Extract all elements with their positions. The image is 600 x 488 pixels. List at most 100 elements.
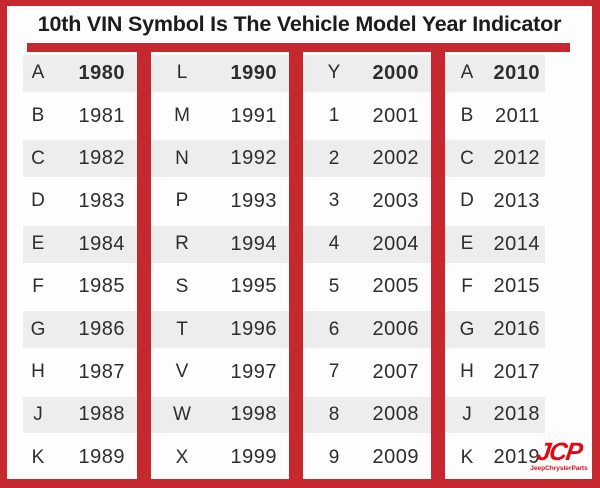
table-row: A 1980	[7, 52, 137, 95]
table-row: C 2012	[445, 137, 592, 181]
vin-symbol: N	[175, 147, 189, 169]
vin-symbol: 4	[328, 233, 340, 255]
vin-symbol: P	[175, 190, 189, 212]
vin-symbol: M	[174, 105, 190, 127]
vin-symbol: 8	[328, 403, 340, 425]
model-year: 1995	[230, 275, 277, 298]
model-year: 2004	[372, 232, 419, 255]
table-row: H 1987	[7, 351, 137, 394]
model-year: 1986	[78, 318, 125, 341]
model-year: 1987	[78, 360, 125, 383]
table-row: D 2013	[445, 180, 592, 223]
table-row: 8 2008	[303, 393, 431, 437]
vin-symbol: J	[33, 403, 43, 425]
table-row: 6 2006	[303, 308, 431, 351]
model-year: 1982	[78, 147, 125, 170]
table-column-2010s: A 2010 B 2011 C 2012 D 2013 E 2014 F 2015 G 2016 H 2017…	[445, 52, 592, 479]
model-year: 1980	[78, 61, 125, 84]
model-year: 1985	[78, 275, 125, 298]
table-row: E 2014	[445, 222, 592, 266]
vin-symbol: F	[461, 275, 473, 297]
vin-symbol: X	[175, 446, 189, 468]
logo-subtext: JeepChryslerParts	[530, 464, 588, 472]
table-row: C 1982	[7, 137, 137, 181]
vin-symbol: H	[31, 361, 45, 383]
vin-symbol: J	[462, 403, 472, 425]
table-row: G 2016	[445, 308, 592, 351]
vin-symbol: C	[460, 147, 474, 169]
table-row: 5 2005	[303, 266, 431, 309]
model-year: 2012	[493, 147, 540, 170]
table-row: E 1984	[7, 222, 137, 266]
vin-symbol: D	[31, 190, 45, 212]
model-year: 2019	[493, 446, 540, 469]
vin-symbol: R	[175, 233, 189, 255]
vin-symbol: 5	[328, 275, 340, 297]
vin-symbol: G	[459, 318, 475, 340]
vin-symbol: V	[175, 361, 189, 383]
table-row: X 1999	[151, 436, 289, 479]
logo-text: JCP	[535, 437, 584, 466]
model-year: 2016	[493, 318, 540, 341]
model-year: 1992	[230, 147, 277, 170]
table-row: L 1990	[151, 52, 289, 95]
model-year: 2013	[493, 189, 540, 212]
vin-symbol: K	[31, 446, 45, 468]
model-year: 2018	[493, 403, 540, 426]
vin-symbol: 9	[328, 446, 340, 468]
model-year: 1991	[230, 104, 277, 127]
vin-symbol: F	[32, 275, 44, 297]
vin-symbol: H	[460, 361, 474, 383]
table-row: M 1991	[151, 95, 289, 138]
model-year: 2015	[493, 275, 540, 298]
model-year: 2009	[372, 446, 419, 469]
model-year: 2014	[493, 232, 540, 255]
vin-symbol: W	[173, 403, 191, 425]
vin-symbol: G	[30, 318, 46, 340]
table-row: J 1988	[7, 393, 137, 437]
model-year: 2002	[372, 147, 419, 170]
table-row: J 2018	[445, 393, 592, 437]
vin-year-table: A 1980 B 1981 C 1982 D 1983 E 1984 F 1985 G 1986 H 1987…	[7, 52, 592, 479]
model-year: 2000	[372, 61, 419, 84]
model-year: 1999	[230, 446, 277, 469]
model-year: 1997	[230, 360, 277, 383]
vin-symbol: D	[460, 190, 474, 212]
table-row: B 1981	[7, 95, 137, 138]
vin-symbol: 2	[328, 147, 340, 169]
table-column-2000s: Y 2000 1 2001 2 2002 3 2003 4 2004 5 2005 6 2006 7 2007…	[303, 52, 431, 479]
vin-symbol: B	[31, 105, 45, 127]
table-row: W 1998	[151, 393, 289, 437]
vin-symbol: L	[176, 62, 188, 84]
table-row: N 1992	[151, 137, 289, 181]
vin-symbol: 7	[328, 361, 340, 383]
model-year: 2008	[372, 403, 419, 426]
model-year: 2006	[372, 318, 419, 341]
table-row: F 1985	[7, 266, 137, 309]
table-row: 2 2002	[303, 137, 431, 181]
table-column-1990s: L 1990 M 1991 N 1992 P 1993 R 1994 S 1995 T 1996 V 1997…	[151, 52, 289, 479]
vin-symbol: S	[175, 275, 189, 297]
table-row: Y 2000	[303, 52, 431, 95]
table-row: P 1993	[151, 180, 289, 223]
jcp-logo: JCP JeepChryslerParts	[528, 437, 590, 473]
table-row: 7 2007	[303, 351, 431, 394]
vin-symbol: A	[460, 62, 474, 84]
model-year: 1994	[230, 232, 277, 255]
model-year: 2003	[372, 189, 419, 212]
vin-symbol: 1	[328, 105, 340, 127]
title-underline-bar	[27, 43, 570, 52]
model-year: 1988	[78, 403, 125, 426]
column-divider	[289, 52, 303, 479]
table-row: K 1989	[7, 436, 137, 479]
vin-symbol: B	[460, 105, 474, 127]
table-row: S 1995	[151, 266, 289, 309]
model-year: 1981	[78, 104, 125, 127]
model-year: 2010	[493, 61, 540, 84]
table-row: G 1986	[7, 308, 137, 351]
model-year: 2001	[372, 104, 419, 127]
model-year: 2007	[372, 360, 419, 383]
model-year: 1998	[230, 403, 277, 426]
model-year: 1993	[230, 189, 277, 212]
